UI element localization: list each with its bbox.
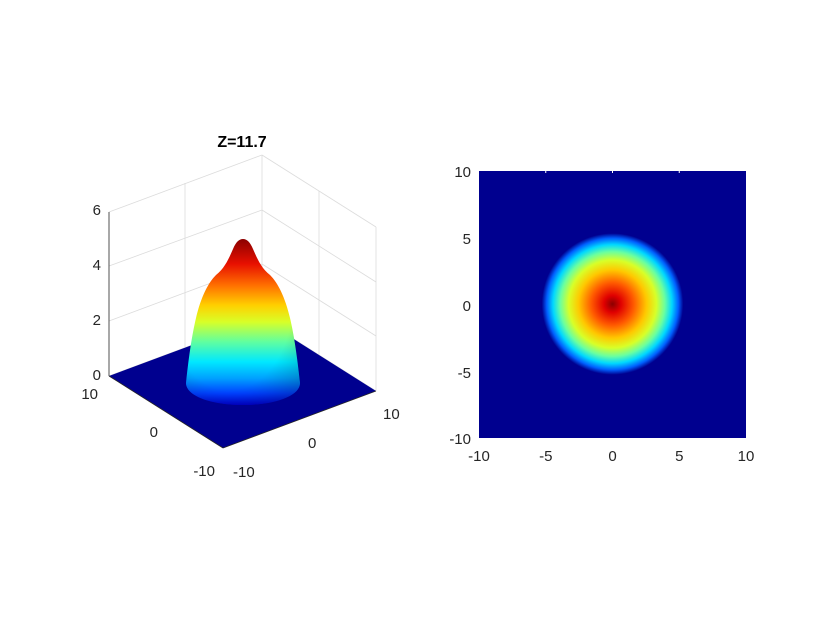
z-tick-label: 6 [93, 202, 101, 219]
chart-title: Z=11.7 [217, 134, 266, 151]
heatmap-x-tick-label: -5 [539, 448, 552, 465]
x-axis-line [222, 390, 377, 449]
heatmap-x-tick-label: 10 [738, 448, 755, 465]
z-tick-label: 0 [93, 367, 101, 384]
y-tick-label: 10 [81, 386, 98, 403]
x-tick-label: 0 [308, 435, 316, 452]
y-tick-label: -10 [193, 463, 215, 480]
z-tick-label: 4 [93, 257, 101, 274]
heatmap-y-tick-label: 5 [463, 231, 471, 248]
grid-line [108, 154, 263, 213]
surface-body [186, 239, 300, 405]
surface-shading [186, 239, 300, 405]
surface-plot: 6 4 2 0 10 0 -10 -10 0 10 Z=11.7 [81, 134, 399, 481]
x-tick-label: 10 [383, 406, 400, 423]
grid-line [108, 209, 263, 267]
heatmap-x-tick-label: -10 [468, 448, 490, 465]
heatmap-x-tick-label: 0 [608, 448, 616, 465]
heatmap-y-tick-label: 0 [463, 298, 471, 315]
heatmap-y-tick-label: -5 [458, 365, 471, 382]
heatmap-intensity-disc [541, 233, 684, 375]
heatmap-x-tick-label: 5 [675, 448, 683, 465]
heatmap-y-tick-label: -10 [449, 431, 471, 448]
y-axis-line [108, 375, 224, 449]
heatmap-y-tick-label: 10 [454, 164, 471, 181]
heatmap-plot: 10 5 0 -5 -10 -10 -5 0 5 10 [449, 164, 754, 465]
heatmap-top-ticks [479, 169, 746, 173]
z-tick-label: 2 [93, 312, 101, 329]
x-tick-label: -10 [233, 464, 255, 481]
y-tick-label: 0 [150, 424, 158, 441]
